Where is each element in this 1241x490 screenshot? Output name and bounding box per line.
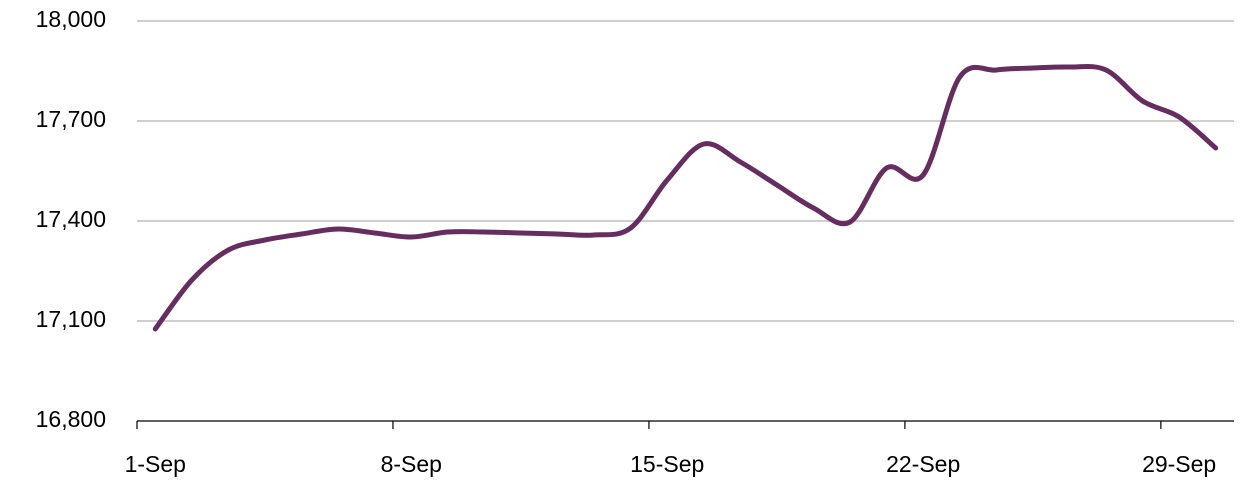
line <box>152 64 1219 332</box>
y-tick-label: 18,000 <box>36 6 106 32</box>
y-tick-label: 16,800 <box>36 406 106 432</box>
x-tick-label: 29-Sep <box>1142 451 1216 477</box>
y-tick-label: 17,100 <box>36 306 106 332</box>
x-tick-label: 15-Sep <box>630 451 704 477</box>
y-tick-label: 17,700 <box>36 106 106 132</box>
x-tick-label: 1-Sep <box>125 451 186 477</box>
x-tick-label: 8-Sep <box>381 451 442 477</box>
y-tick-label: 17,400 <box>36 206 106 232</box>
x-tick-label: 22-Sep <box>886 451 960 477</box>
